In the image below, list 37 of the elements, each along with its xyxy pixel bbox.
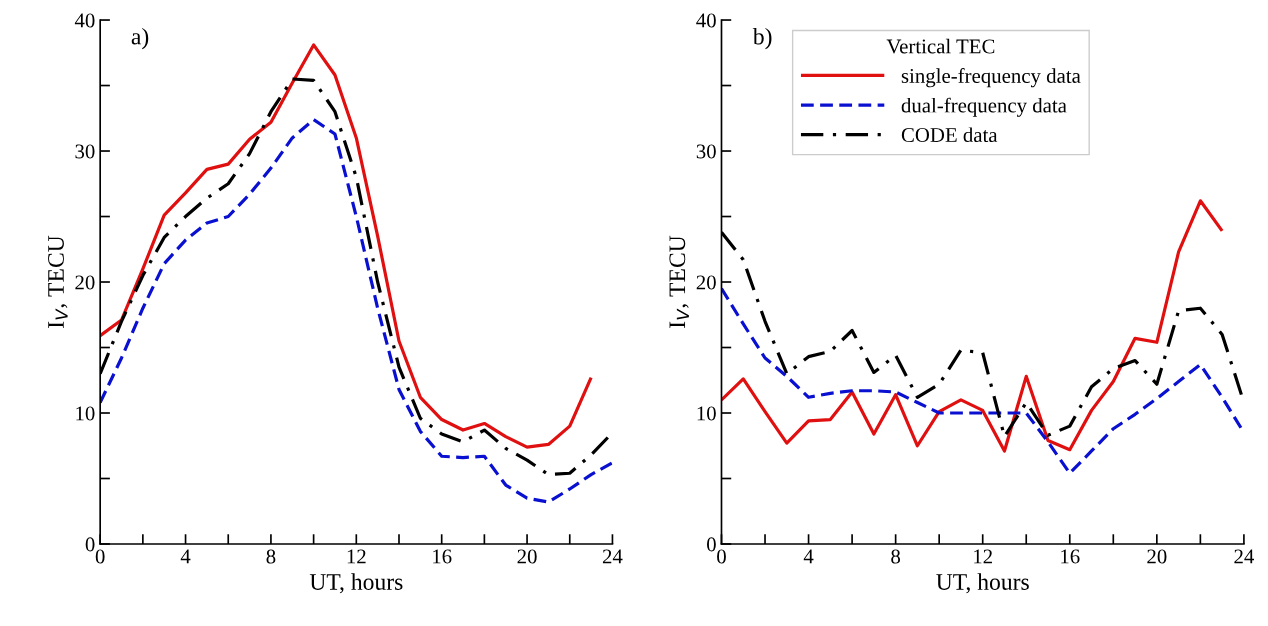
x-tick-label: 20 bbox=[1147, 549, 1167, 564]
line-series bbox=[100, 117, 613, 504]
y-tick-label: 40 bbox=[696, 13, 716, 28]
legend-label: single-frequency data bbox=[901, 68, 1081, 88]
legend-label: CODE data bbox=[901, 127, 998, 143]
legend-title: Vertical TEC bbox=[886, 38, 995, 54]
y-tick-label: 30 bbox=[75, 144, 95, 159]
y-tick-label: 20 bbox=[75, 275, 95, 290]
y-tick-label: 0 bbox=[85, 537, 95, 552]
x-tick-label: 24 bbox=[1234, 549, 1254, 564]
x-tick-label: 20 bbox=[517, 549, 537, 564]
y-tick-label: 30 bbox=[696, 144, 716, 159]
x-axis-title: UT, hours bbox=[936, 573, 1029, 594]
x-tick-label: 12 bbox=[347, 549, 366, 564]
line-series bbox=[721, 199, 1224, 453]
y-tick-label: 0 bbox=[707, 537, 716, 552]
y-axis-title: I$_{V}$, TECU bbox=[48, 235, 68, 328]
x-tick-label: 16 bbox=[1061, 549, 1080, 564]
annotation: a) bbox=[131, 27, 149, 50]
x-tick-label: 4 bbox=[180, 549, 191, 564]
y-tick-label: 10 bbox=[697, 406, 716, 421]
y-tick-label: 40 bbox=[74, 13, 95, 28]
x-tick-label: 24 bbox=[602, 549, 623, 564]
annotation: b) bbox=[752, 27, 772, 50]
y-tick-label: 20 bbox=[696, 275, 716, 290]
x-axis-title: UT, hours bbox=[309, 573, 403, 594]
line-series bbox=[721, 286, 1244, 475]
legend-label: dual-frequency data bbox=[901, 97, 1067, 117]
x-tick-label: 8 bbox=[266, 549, 276, 564]
y-tick-label: 10 bbox=[76, 406, 95, 421]
x-tick-label: 0 bbox=[95, 549, 105, 564]
y-axis-title: I$_{V}$, TECU bbox=[669, 235, 689, 328]
x-tick-label: 16 bbox=[433, 549, 452, 564]
x-tick-label: 8 bbox=[891, 549, 901, 564]
x-tick-label: 4 bbox=[803, 549, 814, 564]
x-tick-label: 0 bbox=[717, 549, 726, 564]
x-tick-label: 12 bbox=[974, 549, 992, 564]
